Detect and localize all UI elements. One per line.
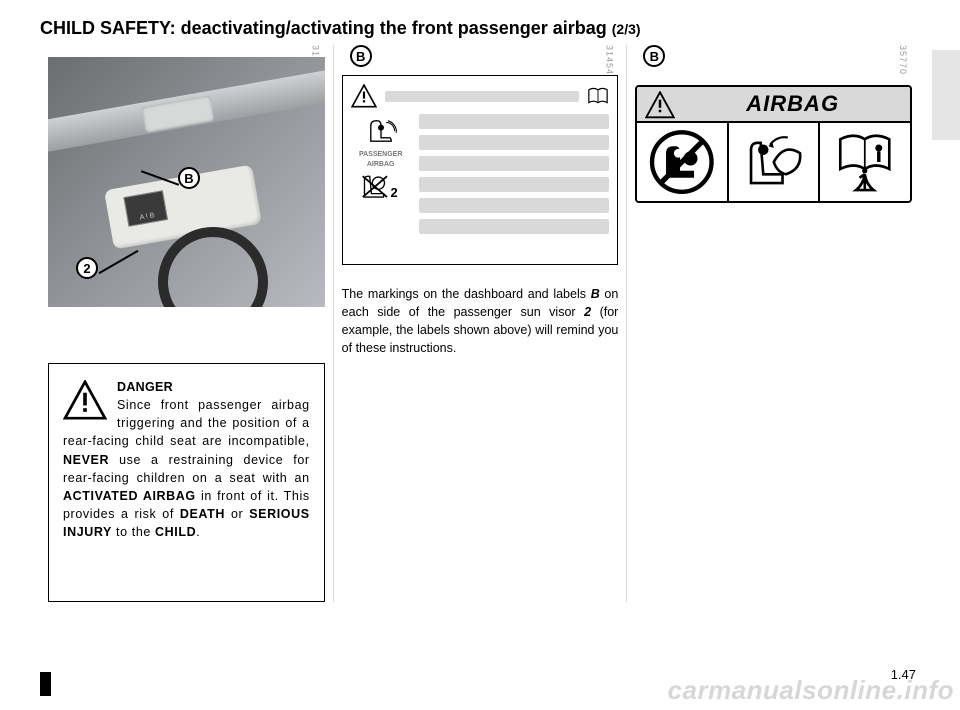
placeholder-bar	[385, 91, 580, 102]
danger-box: DANGER Since front passenger airbag trig…	[48, 363, 325, 602]
placeholder-bar	[419, 156, 610, 171]
passenger-text-2: AIRBAG	[367, 161, 395, 168]
placeholder-bar	[419, 198, 610, 213]
column-1: 31611 A ! B B 2	[40, 45, 333, 602]
warning-triangle-icon	[63, 380, 107, 420]
danger-title: DANGER	[117, 380, 173, 394]
svg-text:2: 2	[390, 185, 397, 200]
warning-triangle-icon	[351, 84, 377, 108]
airbag-label-header: AIRBAG	[637, 87, 910, 121]
callout-2: 2	[76, 257, 98, 279]
placeholder-bar	[419, 135, 610, 150]
column-2: 31454 B	[333, 45, 627, 602]
placeholder-bar	[419, 219, 610, 234]
label-right-bars	[419, 114, 610, 256]
placeholder-bar	[419, 114, 610, 129]
warning-triangle-icon	[645, 91, 675, 117]
placeholder-bar	[419, 177, 610, 192]
airbag-label-icons	[637, 121, 910, 201]
passenger-text-1: PASSENGER	[359, 151, 402, 158]
no-rear-facing-icon	[637, 121, 727, 201]
airbag-label-text: AIRBAG	[683, 91, 902, 117]
ref-2: 2	[76, 257, 98, 279]
ref-b: B	[178, 167, 200, 189]
child-seat-no-icon	[364, 114, 398, 148]
instruction-paragraph: The markings on the dashboard and labels…	[342, 285, 619, 358]
title-sub: (2/3)	[612, 21, 641, 37]
visor-label-figure: PASSENGER AIRBAG 2	[342, 75, 619, 265]
side-tab	[932, 50, 960, 140]
image-ref-3: 35770	[898, 45, 908, 75]
header-b-2: B	[350, 45, 372, 67]
columns: 31611 A ! B B 2	[40, 45, 920, 602]
callout-line	[99, 250, 139, 274]
read-manual-icon	[818, 121, 910, 201]
label-left-icons: PASSENGER AIRBAG 2	[351, 114, 411, 256]
footer-mark	[40, 672, 51, 696]
label-top-row	[351, 84, 610, 108]
column-3: 35770 B AIRBAG	[626, 45, 920, 602]
manual-page: CHILD SAFETY: deactivating/activating th…	[0, 0, 960, 710]
watermark: carmanualsonline.info	[668, 675, 954, 706]
manual-book-icon	[587, 87, 609, 105]
page-title: CHILD SAFETY: deactivating/activating th…	[40, 18, 920, 39]
label-body: PASSENGER AIRBAG 2	[351, 114, 610, 256]
title-main: CHILD SAFETY: deactivating/activating th…	[40, 18, 612, 38]
airbag-seat-icon: 2	[361, 171, 401, 203]
visor-photo: A ! B B 2	[48, 57, 325, 307]
visor-sticker: A ! B	[123, 190, 168, 226]
airbag-deploy-icon	[727, 121, 819, 201]
callout-b: B	[178, 167, 200, 189]
header-b-3: B	[643, 45, 665, 67]
image-ref-2: 31454	[604, 45, 614, 75]
airbag-warning-label: AIRBAG	[635, 85, 912, 203]
